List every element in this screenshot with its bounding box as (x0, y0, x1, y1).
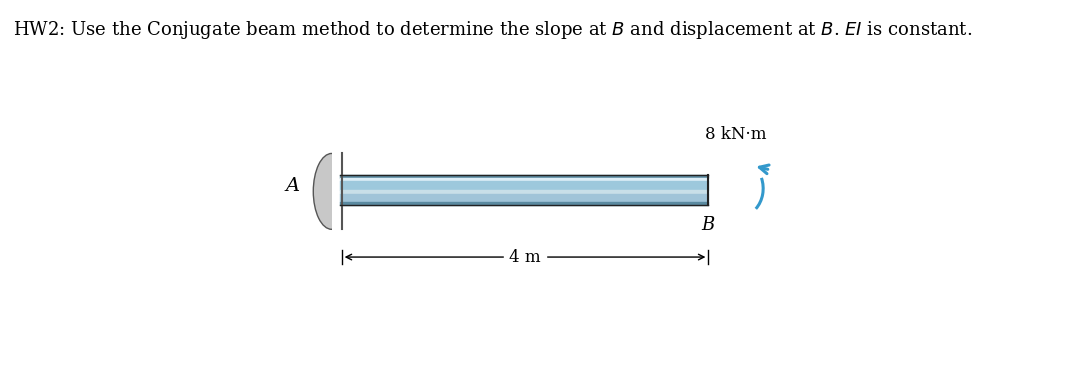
Text: B: B (702, 216, 715, 234)
Ellipse shape (313, 153, 350, 229)
Text: A: A (285, 177, 299, 194)
Text: 4 m: 4 m (510, 249, 541, 266)
FancyBboxPatch shape (332, 150, 365, 232)
Text: HW2: Use the Conjugate beam method to determine the slope at $B$ and displacemen: HW2: Use the Conjugate beam method to de… (13, 19, 972, 41)
Text: 8 kN·m: 8 kN·m (705, 126, 767, 143)
